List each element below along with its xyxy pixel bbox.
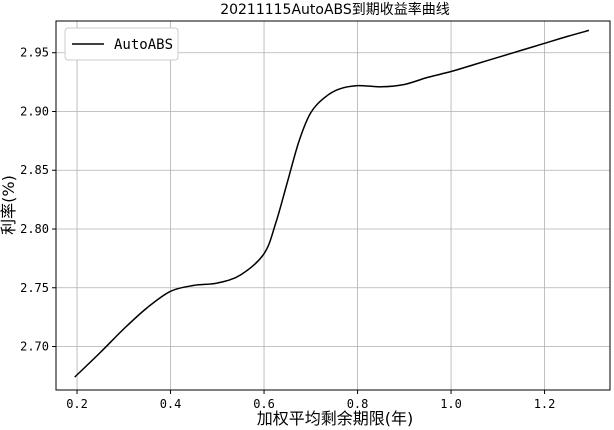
series-group [74, 29, 590, 378]
y-tick-label: 2.85 [20, 163, 49, 177]
x-tick-label: 1.0 [440, 397, 462, 411]
y-axis-ticks: 2.70 2.75 2.80 2.85 2.90 2.95 [20, 46, 56, 354]
x-axis-label: 加权平均剩余期限(年) [257, 409, 414, 428]
y-tick-label: 2.75 [20, 281, 49, 295]
series-line-autoabs [74, 29, 590, 378]
y-tick-label: 2.70 [20, 340, 49, 354]
chart-title: 20211115AutoABS到期收益率曲线 [220, 1, 450, 18]
legend-box [64, 27, 179, 61]
plot-frame [55, 20, 611, 391]
x-axis-ticks: 0.2 0.4 0.6 0.8 1.0 1.2 [66, 390, 555, 411]
x-tick-label: 0.8 [347, 397, 369, 411]
x-tick-label: 0.4 [160, 397, 182, 411]
grid [56, 21, 610, 390]
x-tick-label: 1.2 [534, 397, 556, 411]
y-tick-label: 2.95 [20, 46, 49, 60]
legend: AutoABS [64, 27, 179, 61]
y-axis-label: 利率(%) [0, 175, 18, 235]
x-tick-label: 0.6 [253, 397, 275, 411]
y-tick-label: 2.90 [20, 104, 49, 118]
y-tick-label: 2.80 [20, 222, 49, 236]
legend-label-autoabs: AutoABS [114, 37, 173, 53]
x-tick-label: 0.2 [66, 397, 88, 411]
